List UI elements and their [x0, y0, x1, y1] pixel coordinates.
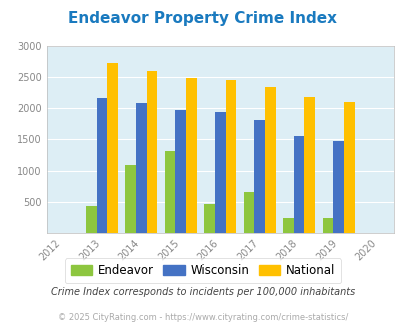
Bar [164, 151, 175, 233]
Bar [322, 218, 333, 233]
Bar [125, 165, 136, 233]
Bar [175, 110, 185, 233]
Bar [107, 63, 117, 233]
Bar [136, 103, 146, 233]
Bar [264, 86, 275, 233]
Text: Endeavor Property Crime Index: Endeavor Property Crime Index [68, 11, 337, 26]
Bar [243, 192, 254, 233]
Bar [146, 71, 157, 233]
Bar [185, 78, 196, 233]
Bar [225, 80, 236, 233]
Bar [96, 98, 107, 233]
Bar [204, 204, 214, 233]
Bar [333, 141, 343, 233]
Text: Crime Index corresponds to incidents per 100,000 inhabitants: Crime Index corresponds to incidents per… [51, 287, 354, 297]
Bar [254, 119, 264, 233]
Bar [282, 218, 293, 233]
Text: © 2025 CityRating.com - https://www.cityrating.com/crime-statistics/: © 2025 CityRating.com - https://www.city… [58, 313, 347, 322]
Bar [304, 97, 314, 233]
Legend: Endeavor, Wisconsin, National: Endeavor, Wisconsin, National [65, 258, 340, 283]
Bar [293, 136, 304, 233]
Bar [343, 102, 354, 233]
Bar [214, 112, 225, 233]
Bar [86, 206, 96, 233]
